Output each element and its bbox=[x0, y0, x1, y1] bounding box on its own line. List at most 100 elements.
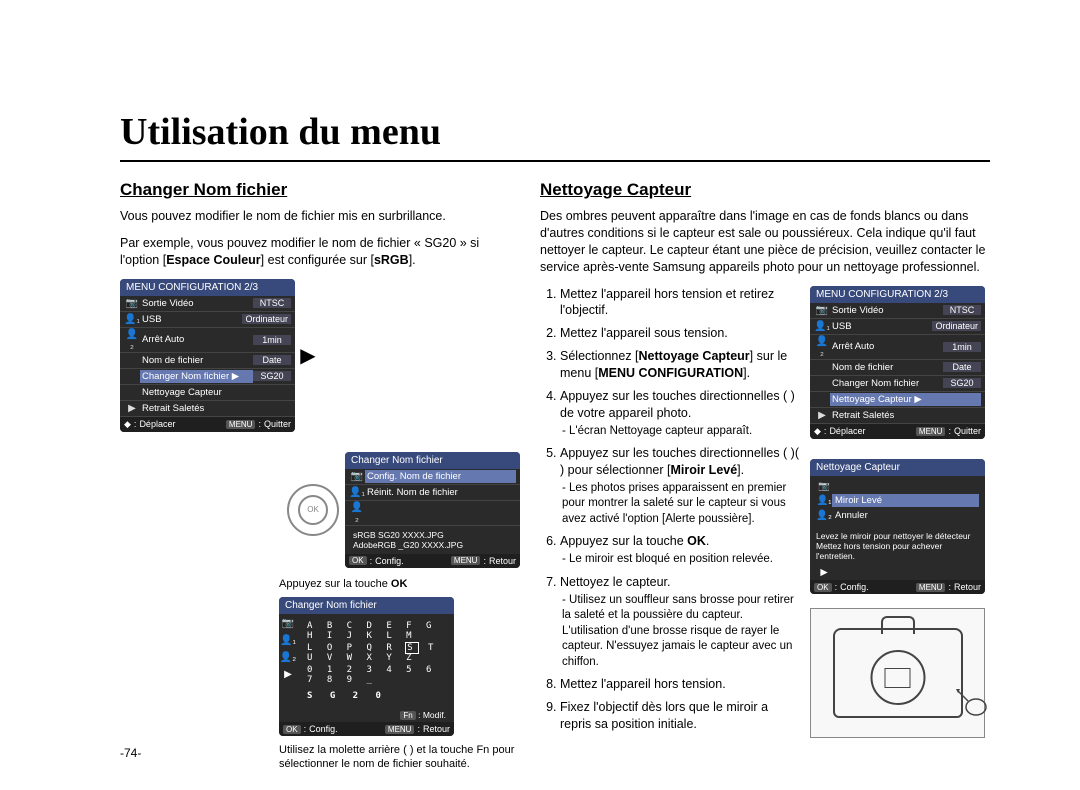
adobergb-example: AdobeRGB _G20 XXXX.JPG bbox=[353, 540, 512, 550]
wheel-note: Utilisez la molette arrière ( ) et la to… bbox=[279, 744, 520, 772]
menu-row: Nettoyage Capteur ▶ bbox=[810, 392, 985, 408]
menu2-footer: OK:Config. MENU:Retour bbox=[345, 554, 520, 568]
menu-row: 👤₁USBOrdinateur bbox=[120, 312, 295, 328]
rmenu-title: MENU CONFIGURATION 2/3 bbox=[810, 286, 985, 303]
row-label: Changer Nom fichier bbox=[830, 377, 943, 390]
row-value: NTSC bbox=[253, 298, 291, 308]
row-value: Date bbox=[943, 362, 981, 372]
rmenu-footer-left: Déplacer bbox=[829, 426, 865, 436]
dpad-icon: ◆ bbox=[814, 426, 821, 437]
arrow-icon: ▶ bbox=[295, 343, 321, 368]
row-icon: ▶ bbox=[814, 410, 830, 421]
char-key-right: MENU bbox=[385, 725, 415, 734]
menu-row: Nom de fichierDate bbox=[810, 360, 985, 376]
heading-sensor-clean: Nettoyage Capteur bbox=[540, 180, 990, 200]
step-item: Nettoyez le capteur.- Utilisez un souffl… bbox=[560, 574, 800, 670]
step-sub: - Le miroir est bloqué en position relev… bbox=[560, 552, 800, 568]
sensor-row-cancel: 👤₂Annuler bbox=[816, 508, 979, 523]
char-line-1: A B C D E F G H I J K L M bbox=[307, 620, 444, 642]
row-label: Arrêt Auto bbox=[140, 333, 253, 346]
menu1-footer-key: MENU bbox=[226, 420, 256, 429]
row-icon: ▶ bbox=[124, 403, 140, 414]
char-footer-right: Retour bbox=[423, 724, 450, 734]
step-item: Appuyez sur les touches directionnelles … bbox=[560, 388, 800, 439]
menu-config-screen-2: MENU CONFIGURATION 2/3 📷Sortie VidéoNTSC… bbox=[810, 286, 985, 439]
camera-icon: 📷 bbox=[282, 618, 294, 629]
row-label: Retrait Saletés bbox=[830, 409, 981, 422]
sensor-msg: Levez le miroir pour nettoyer le détecte… bbox=[810, 527, 985, 566]
row-icon: 👤₂ bbox=[124, 329, 140, 351]
step-item: Mettez l'appareil hors tension et retire… bbox=[560, 286, 800, 320]
char-result: S G 2 0 bbox=[307, 690, 444, 702]
row-label: Réinit. Nom de fichier bbox=[365, 486, 516, 499]
row-value: 1min bbox=[943, 342, 981, 352]
menu1-footer-right: Quitter bbox=[264, 419, 291, 429]
left-example-b2: sRGB bbox=[374, 253, 409, 267]
row-value: Ordinateur bbox=[242, 314, 291, 324]
row-value: 1min bbox=[253, 335, 291, 345]
menu1-rows: 📷Sortie VidéoNTSC 👤₁USBOrdinateur👤₂Arrêt … bbox=[120, 296, 295, 417]
blower-icon bbox=[948, 679, 988, 719]
menu-row: Nom de fichierDate bbox=[120, 353, 295, 369]
ok-button-icon: OK bbox=[298, 495, 328, 525]
sensor-footer-right: Retour bbox=[954, 582, 981, 592]
menu-row: Changer Nom fichierSG20 bbox=[810, 376, 985, 392]
page-title: Utilisation du menu bbox=[120, 110, 990, 162]
steps-list: Mettez l'appareil hors tension et retire… bbox=[540, 286, 800, 733]
menu2-footer-left: Config. bbox=[375, 556, 404, 566]
srgb-example: sRGB SG20 XXXX.JPG bbox=[353, 530, 512, 540]
row-value: Ordinateur bbox=[932, 321, 981, 331]
step-item: Appuyez sur la touche OK.- Le miroir est… bbox=[560, 533, 800, 567]
row-icon: 📷 bbox=[124, 298, 140, 309]
left-screens-row-2: OK Changer Nom fichier 📷Config. Nom de f… bbox=[279, 452, 520, 568]
row-label: Nettoyage Capteur bbox=[140, 386, 291, 399]
row-label: Sortie Vidéo bbox=[140, 297, 253, 310]
left-screens-row-1: MENU CONFIGURATION 2/3 📷Sortie VidéoNTSC… bbox=[120, 279, 520, 432]
char-title: Changer Nom fichier bbox=[279, 597, 454, 614]
row-icon: 👤₂ bbox=[349, 502, 365, 524]
row-label: Nom de fichier bbox=[140, 354, 253, 367]
menu-row: 👤₂Arrêt Auto1min bbox=[120, 328, 295, 353]
step-item: Fixez l'objectif dès lors que le miroir … bbox=[560, 699, 800, 733]
heading-change-filename: Changer Nom fichier bbox=[120, 180, 520, 200]
menu-row: 👤₁Réinit. Nom de fichier bbox=[345, 485, 520, 501]
menu-row: 👤₂Arrêt Auto1min bbox=[810, 335, 985, 360]
user2-icon: 👤₂ bbox=[280, 652, 296, 663]
row-value: NTSC bbox=[943, 305, 981, 315]
row-label: Nom de fichier bbox=[830, 361, 943, 374]
menu-row: ▶Retrait Saletés bbox=[120, 401, 295, 417]
row-label: USB bbox=[830, 320, 932, 333]
menu-row: Nettoyage Capteur bbox=[120, 385, 295, 401]
step-item: Sélectionnez [Nettoyage Capteur] sur le … bbox=[560, 348, 800, 382]
page-number: -74- bbox=[120, 746, 141, 760]
step-sub: - L'écran Nettoyage capteur apparaît. bbox=[560, 424, 800, 440]
play-icon: ▶ bbox=[284, 669, 292, 680]
menu-row: 👤₁USBOrdinateur bbox=[810, 319, 985, 335]
menu2-key-right: MENU bbox=[451, 556, 481, 565]
menu-row: ▶Retrait Saletés bbox=[810, 408, 985, 424]
left-example-b1: Espace Couleur bbox=[166, 253, 260, 267]
row-icon: 👤₁ bbox=[124, 314, 140, 325]
row-value: Date bbox=[253, 355, 291, 365]
row-label: Retrait Saletés bbox=[140, 402, 291, 415]
menu1-title: MENU CONFIGURATION 2/3 bbox=[120, 279, 295, 296]
rmenu-rows: 📷Sortie VidéoNTSC👤₁USBOrdinateur👤₂Arrêt … bbox=[810, 303, 985, 424]
char-key-left: OK bbox=[283, 725, 301, 734]
rmenu-footer-right: Quitter bbox=[954, 426, 981, 436]
menu2-footer-right: Retour bbox=[489, 556, 516, 566]
char-line-3: 0 1 2 3 4 5 6 7 8 9 _ bbox=[307, 664, 444, 686]
row-label: Config. Nom de fichier bbox=[365, 470, 516, 483]
menu-config-screen-1: MENU CONFIGURATION 2/3 📷Sortie VidéoNTSC… bbox=[120, 279, 295, 432]
left-example-end: . bbox=[412, 253, 415, 267]
menu2-title: Changer Nom fichier bbox=[345, 452, 520, 469]
press-ok-text: Appuyez sur la touche bbox=[279, 578, 391, 590]
char-footer: OK:Config. MENU:Retour bbox=[279, 722, 454, 736]
row-label bbox=[365, 512, 516, 514]
right-intro: Des ombres peuvent apparaître dans l'ima… bbox=[540, 208, 990, 276]
row-icon: 👤₁ bbox=[349, 487, 365, 498]
menu-row: 📷Config. Nom de fichier bbox=[345, 469, 520, 485]
row-label: Nettoyage Capteur ▶ bbox=[830, 393, 981, 406]
sensor-row-mirror: 👤₁Miroir Levé bbox=[816, 493, 979, 508]
step-item: Mettez l'appareil hors tension. bbox=[560, 676, 800, 693]
row-value: SG20 bbox=[943, 378, 981, 388]
